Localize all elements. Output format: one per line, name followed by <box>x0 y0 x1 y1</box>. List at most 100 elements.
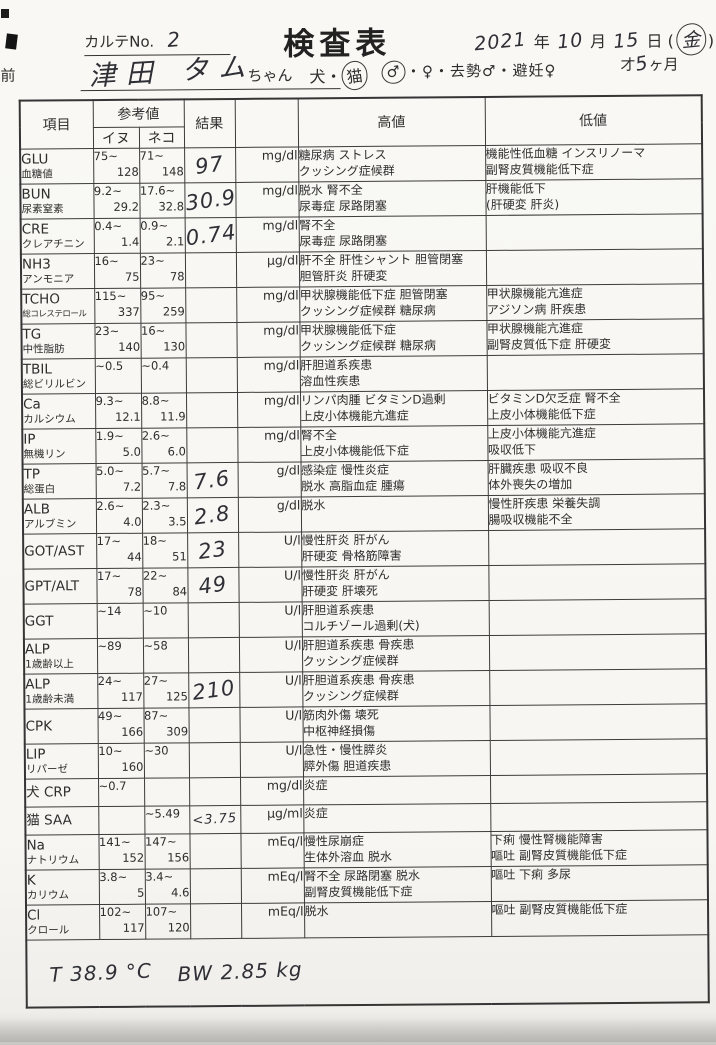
low-value-cell <box>489 633 706 670</box>
cat-ref-high: 309 <box>144 723 188 739</box>
high-meaning-line2: 溶血性疾患 <box>300 371 486 388</box>
dog-ref-low: 3.8~ <box>99 869 144 884</box>
low-meaning-line1 <box>491 802 706 804</box>
dog-ref-high: 160 <box>98 758 143 774</box>
weekday-paren-close: ) <box>708 31 714 50</box>
low-meaning-line1 <box>489 634 704 636</box>
cat-ref-high: 7.8 <box>142 478 186 494</box>
unit-label: g/dl <box>276 462 300 477</box>
high-meaning-line2: クッシング症候群 糖尿病 <box>300 301 486 318</box>
unit-cell: U/l <box>239 671 302 706</box>
low-meaning-line1: 機能性低血糖 インスリノーマ <box>486 144 702 162</box>
result-cell <box>188 707 239 742</box>
dog-ref-high: 5.0 <box>96 443 141 459</box>
unit-label: U/l <box>284 602 301 617</box>
sex-separator: ・ <box>434 62 450 80</box>
test-name: NH3 <box>22 256 94 273</box>
low-meaning-line2: アジソン病 肝疾患 <box>487 300 703 318</box>
unit-cell: g/dl <box>238 496 301 531</box>
dog-ref-high: 166 <box>98 723 143 739</box>
cat-ref-high: 3.5 <box>142 513 186 529</box>
cat-ref-low: ~10 <box>143 603 187 618</box>
low-meaning-line1: 甲状腺機能亢進症 <box>487 319 703 337</box>
unit-cell: mg/dl <box>237 356 300 391</box>
cat-reference-cell: ~30 <box>144 742 189 777</box>
low-meaning-line1 <box>490 739 705 741</box>
test-name-japanese: 総ビリルビン <box>23 377 95 392</box>
lab-row: Cl クロール 102~ 117 107~ 120 mEq/l 脱水 嘔吐 副腎… <box>26 899 708 939</box>
cat-reference-cell: ~0.4 <box>141 357 186 392</box>
date-month-value: 10 <box>556 29 584 53</box>
handwritten-result: 0.74 <box>185 219 236 249</box>
low-meaning-line1: ビタミンD欠乏症 腎不全 <box>487 389 703 407</box>
cat-ref-low: ~30 <box>144 743 188 758</box>
high-meaning-line1: 肝胆道系疾患 骨疾患 <box>303 670 489 687</box>
handwritten-result: 7.6 <box>193 465 232 494</box>
dog-reference-cell <box>98 806 144 834</box>
unit-label: mg/dl <box>262 217 298 232</box>
low-value-cell: 嘔吐 下痢 多尿 <box>491 864 708 901</box>
lab-row: NH3 アンモニア 16~ 75 23~ 78 μg/dl 肝不全 肝性シャント… <box>21 248 703 288</box>
result-cell <box>190 903 241 938</box>
low-meaning-line2 <box>490 669 705 671</box>
low-meaning-line2 <box>486 214 701 216</box>
low-meaning-line1 <box>489 564 704 566</box>
test-name: Na <box>26 837 98 854</box>
cat-reference-cell: 3.4~ 4.6 <box>145 868 190 903</box>
low-meaning-line2: 吸収低下 <box>488 440 704 458</box>
cat-ref-high: 51 <box>143 548 187 564</box>
dog-ref-high: 152 <box>99 849 144 865</box>
high-meaning-line1: 肝胆道系疾患 <box>302 600 488 617</box>
cat-ref-high: 32.8 <box>140 198 184 214</box>
high-meaning-line1: 腎不全 <box>301 425 487 442</box>
test-name-cell: ALB アルブミン <box>23 498 96 534</box>
low-meaning-line1: 慢性肝疾患 栄養失調 <box>488 494 704 512</box>
high-meaning-line2: クッシング症候群 <box>303 651 489 668</box>
sex-female-option: ♀ <box>422 62 434 80</box>
unit-label: mg/dl <box>267 777 303 792</box>
high-meaning-line2: 尿毒症 尿路閉塞 <box>299 231 485 248</box>
result-cell <box>186 427 237 462</box>
high-meaning-line1: 炎症 <box>304 803 490 820</box>
high-meaning-line1: 脱水 腎不全 <box>299 180 485 197</box>
high-value-cell: 腎不全 上皮小体機能低下症 <box>300 425 487 461</box>
cat-reference-cell: 16~ 130 <box>140 322 185 357</box>
test-name-japanese: 尿素窒素 <box>21 202 93 217</box>
handwritten-result: 49 <box>197 571 229 599</box>
high-value-cell: 肝胆道系疾患 骨疾患 クッシング症候群 <box>302 635 489 671</box>
high-meaning-line2: 尿毒症 尿路閉塞 <box>299 196 485 213</box>
result-cell: 7.6 <box>187 462 238 497</box>
high-meaning-line1: 脱水 <box>301 495 487 512</box>
cat-ref-low: 147~ <box>145 834 189 849</box>
cat-ref-high: 4.6 <box>145 884 189 900</box>
dog-ref-high: 1.4 <box>94 233 139 249</box>
low-meaning-line2: 腸吸収機能不全 <box>488 510 704 528</box>
low-meaning-line2 <box>490 704 705 706</box>
dog-ref-low: 17~ <box>97 533 142 548</box>
dog-ref-low: ~0.7 <box>99 778 144 793</box>
unit-label: mg/dl <box>264 392 300 407</box>
lab-row: GOT/AST 17~ 44 18~ 51 23 U/l 慢性肝炎 肝がん 肝硬… <box>23 528 705 568</box>
cat-ref-low: 0.9~ <box>140 218 184 233</box>
cat-ref-high: 84 <box>143 583 187 599</box>
dog-reference-cell: 115~ 337 <box>94 288 140 323</box>
high-meaning-line1: 炎症 <box>304 775 490 792</box>
unit-cell: mg/dl <box>237 426 300 461</box>
species-separator: ・ <box>325 67 341 86</box>
test-name-japanese: アンモニア <box>22 272 94 287</box>
result-cell <box>185 322 236 357</box>
high-value-cell: 腎不全 尿毒症 尿路閉塞 <box>299 215 486 251</box>
dog-ref-high: 44 <box>97 548 142 564</box>
low-meaning-line1: 甲状腺機能亢進症 <box>487 284 703 302</box>
cat-ref-high: 11.9 <box>142 408 186 424</box>
high-meaning-line2: 脱水 高脂血症 腫瘍 <box>301 476 487 493</box>
sex-separator: ・ <box>496 62 512 80</box>
sex-neutered-option: 去勢♂ <box>450 62 497 80</box>
high-meaning-line2: 胆管肝炎 肝硬変 <box>300 266 486 283</box>
unit-cell: mg/dl <box>237 391 300 426</box>
low-meaning-line2 <box>486 249 701 251</box>
unit-cell: mEq/l <box>241 867 304 902</box>
sex-spayed-option: 避妊♀ <box>512 61 556 79</box>
cat-ref-high: 125 <box>144 688 188 704</box>
high-meaning-line1: 腎不全 <box>299 215 485 232</box>
